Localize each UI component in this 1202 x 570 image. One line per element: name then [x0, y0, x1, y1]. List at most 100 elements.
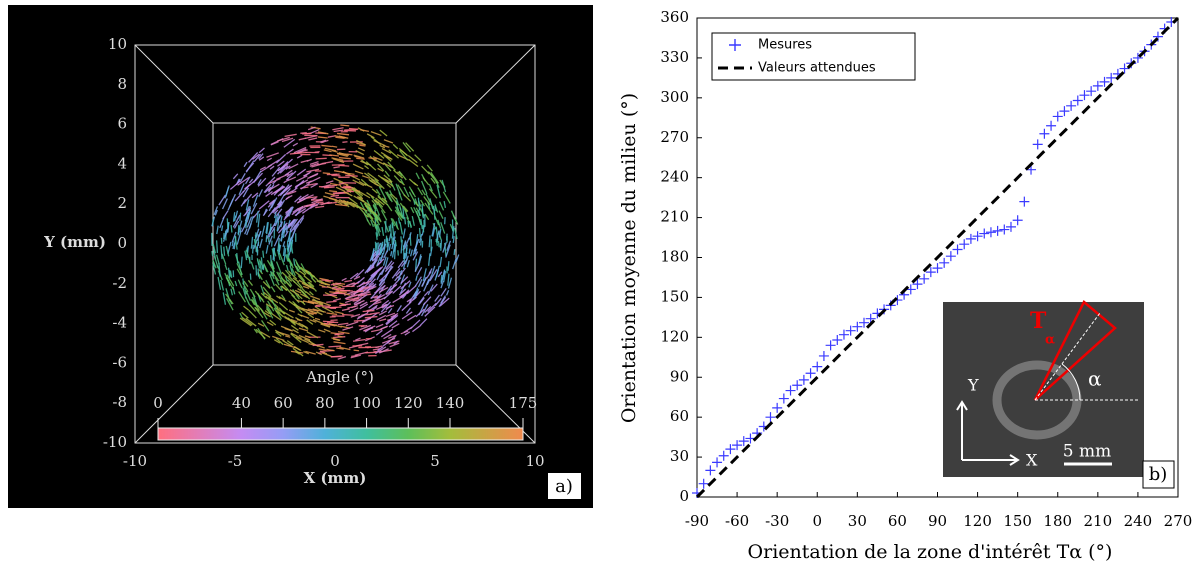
vector	[427, 302, 437, 313]
vector	[218, 263, 221, 277]
vector	[437, 271, 443, 278]
vector	[274, 283, 282, 292]
vector	[281, 137, 294, 143]
vector	[314, 306, 325, 313]
panel-a: -10 -5 0 5 10 -10 -8 -6 -4 -2 0 2 4 6 8 10 X (mm) Y (mm) 0…	[43, 35, 581, 499]
vector	[397, 217, 401, 224]
vector	[395, 197, 400, 206]
vector	[275, 331, 282, 337]
vector	[371, 247, 375, 259]
vector	[358, 180, 367, 186]
vector	[263, 183, 272, 194]
vector	[395, 270, 401, 277]
vector	[255, 265, 258, 276]
vector	[242, 287, 247, 299]
vector	[315, 205, 325, 209]
vector	[286, 340, 294, 346]
vector	[354, 293, 363, 297]
vector	[268, 235, 273, 245]
colorbar-tick-label: 140	[436, 394, 465, 412]
vector	[239, 317, 252, 327]
vector	[248, 309, 257, 319]
vector	[344, 279, 353, 283]
vector	[270, 271, 275, 280]
data-point	[852, 321, 863, 332]
vector	[319, 300, 332, 307]
vector	[368, 157, 377, 160]
vector	[274, 303, 279, 309]
vector	[266, 321, 274, 327]
vector	[376, 225, 381, 236]
vector	[253, 153, 262, 163]
vector	[298, 327, 308, 332]
data-point	[718, 450, 729, 461]
data-point	[825, 340, 836, 351]
vector	[379, 266, 387, 276]
vector	[405, 244, 408, 253]
vector	[282, 245, 286, 257]
vector	[257, 322, 265, 327]
vector	[226, 274, 235, 287]
vector	[269, 165, 275, 170]
vector	[328, 322, 342, 328]
vector	[273, 209, 279, 215]
vector	[269, 296, 279, 304]
vector	[345, 321, 359, 327]
vector	[367, 207, 372, 215]
vector	[284, 230, 289, 238]
vector	[399, 222, 403, 235]
vector	[245, 317, 257, 327]
vector	[397, 184, 406, 197]
vector	[379, 318, 387, 322]
vector	[286, 172, 294, 178]
vector	[417, 296, 425, 306]
vector	[280, 325, 292, 331]
vector	[311, 342, 325, 349]
vector	[373, 199, 379, 204]
vector	[279, 279, 289, 291]
vector	[355, 301, 362, 306]
y-tick-label: -8	[112, 393, 127, 411]
vector	[348, 197, 358, 205]
vector	[287, 279, 293, 287]
vector	[354, 296, 362, 300]
vector	[393, 245, 397, 260]
vector	[276, 295, 281, 300]
vector	[281, 294, 286, 301]
vector	[358, 190, 371, 199]
vector	[238, 291, 246, 303]
vector	[285, 148, 294, 155]
vector	[418, 227, 421, 238]
vector	[265, 245, 269, 254]
vector	[399, 150, 409, 161]
vector	[256, 304, 264, 312]
x-tick-label: 180	[1043, 512, 1072, 530]
vector	[406, 298, 412, 303]
vector	[435, 265, 440, 278]
vector	[285, 280, 292, 288]
vector	[291, 267, 296, 277]
data-point	[798, 374, 809, 385]
vector	[342, 285, 355, 288]
vector	[327, 201, 337, 204]
vector	[234, 253, 239, 264]
vector	[403, 194, 412, 202]
y-tick-label: -4	[112, 314, 127, 332]
vector	[375, 232, 378, 240]
data-point	[912, 279, 923, 290]
y-tick-label: 30	[670, 447, 689, 465]
vector	[383, 333, 392, 340]
vector	[274, 329, 285, 336]
vector	[406, 260, 410, 268]
panel-label: b)	[1149, 464, 1168, 485]
vector	[401, 293, 407, 299]
y-tick-label: 210	[660, 208, 689, 226]
vector	[434, 297, 442, 307]
vector	[248, 178, 254, 184]
vector	[380, 210, 388, 221]
vector	[379, 248, 382, 255]
vector	[364, 209, 370, 218]
vector	[245, 220, 248, 229]
vector	[420, 318, 428, 326]
vector	[392, 143, 399, 150]
